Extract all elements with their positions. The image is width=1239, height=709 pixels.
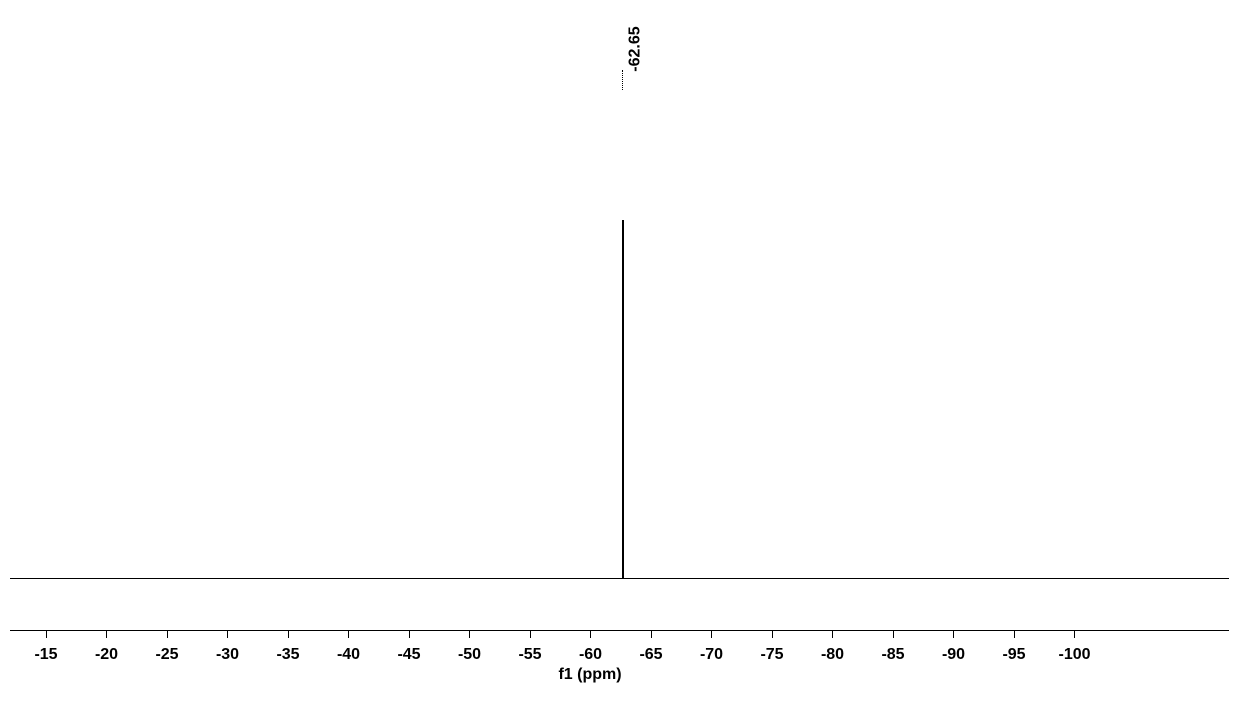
x-axis-tick-label: -35 — [276, 646, 299, 664]
x-axis-tick-label: -65 — [639, 646, 662, 664]
x-axis-tick-label: -85 — [881, 646, 904, 664]
x-axis-tick-label: -60 — [579, 646, 602, 664]
x-axis-title: f1 (ppm) — [558, 666, 621, 684]
x-axis-tick-label: -80 — [821, 646, 844, 664]
x-axis-tick-label: -75 — [760, 646, 783, 664]
x-axis-tick — [469, 630, 470, 638]
x-axis-tick — [46, 630, 47, 638]
x-axis-tick-label: -90 — [942, 646, 965, 664]
x-axis-tick-label: -20 — [95, 646, 118, 664]
x-axis-tick — [227, 630, 228, 638]
x-axis-tick — [106, 630, 107, 638]
x-axis-tick — [590, 630, 591, 638]
x-axis-tick — [409, 630, 410, 638]
x-axis-tick — [953, 630, 954, 638]
x-axis-tick — [651, 630, 652, 638]
x-axis-tick — [711, 630, 712, 638]
nmr-spectrum-chart: -62.65 -15 -20 -25 -30 -35 -40 -45 -50 -55 -60 -65… — [0, 0, 1239, 709]
x-axis-tick — [530, 630, 531, 638]
x-axis-tick-label: -70 — [700, 646, 723, 664]
peak-label-connector — [622, 70, 623, 90]
x-axis-tick — [832, 630, 833, 638]
x-axis-tick-label: -25 — [155, 646, 178, 664]
x-axis-tick — [167, 630, 168, 638]
x-axis-tick — [1074, 630, 1075, 638]
x-axis-tick-label: -15 — [34, 646, 57, 664]
x-axis-tick-label: -95 — [1002, 646, 1025, 664]
x-axis-tick — [288, 630, 289, 638]
x-axis-tick-label: -55 — [518, 646, 541, 664]
x-axis-tick — [348, 630, 349, 638]
x-axis-tick — [772, 630, 773, 638]
peak-label: -62.65 — [626, 26, 644, 71]
x-axis-tick — [893, 630, 894, 638]
x-axis-line — [10, 630, 1229, 631]
x-axis-tick — [1014, 630, 1015, 638]
x-axis-tick-label: -50 — [458, 646, 481, 664]
x-axis-tick-label: -30 — [216, 646, 239, 664]
x-axis-tick-label: -100 — [1058, 646, 1090, 664]
baseline — [10, 578, 1229, 579]
x-axis-tick-label: -45 — [397, 646, 420, 664]
peak-line — [622, 220, 624, 578]
x-axis-tick-label: -40 — [337, 646, 360, 664]
